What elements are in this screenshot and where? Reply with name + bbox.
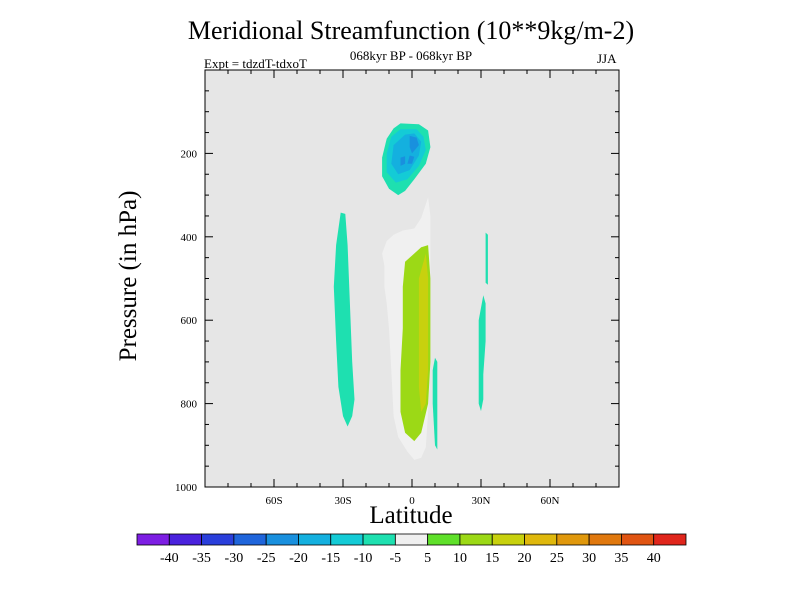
chart-subtitle: 068kyr BP - 068kyr BP bbox=[349, 48, 473, 63]
x-tick-label: 60S bbox=[265, 495, 282, 507]
colorbar-label: 10 bbox=[453, 551, 467, 566]
neg-cell-core-c bbox=[407, 155, 415, 164]
y-tick-label: 1000 bbox=[175, 482, 198, 494]
colorbar-label: -10 bbox=[354, 551, 373, 566]
colorbar-label: 40 bbox=[647, 551, 661, 566]
colorbar-swatch bbox=[427, 533, 461, 546]
colorbar-label: -40 bbox=[160, 551, 179, 566]
x-tick-label: 60N bbox=[541, 495, 560, 507]
y-tick-label: 600 bbox=[181, 315, 198, 327]
axis-ticks: 60S 30S 0 30N 60N 200 400 600 800 1000 bbox=[175, 70, 619, 507]
colorbar-swatch bbox=[298, 533, 332, 546]
colorbar-swatch bbox=[201, 533, 235, 546]
colorbar-swatch bbox=[330, 533, 364, 546]
colorbar-swatch bbox=[621, 533, 655, 546]
colorbar-label: -20 bbox=[289, 551, 308, 566]
colorbar-label: 5 bbox=[424, 551, 431, 566]
season-label: JJA bbox=[597, 51, 617, 66]
colorbar-label: -35 bbox=[192, 551, 211, 566]
colorbar-swatch bbox=[491, 533, 525, 546]
colorbar-swatch bbox=[588, 533, 622, 546]
x-tick-label: 30S bbox=[334, 495, 351, 507]
neg-band-north bbox=[478, 295, 486, 412]
colorbar-swatch bbox=[136, 533, 170, 546]
colorbar-label: 35 bbox=[614, 551, 628, 566]
colorbar-swatch bbox=[653, 533, 687, 546]
experiment-label: Expt = tdzdT-tdxoT bbox=[204, 56, 307, 71]
contour-fills bbox=[333, 123, 488, 460]
colorbar-swatch bbox=[556, 533, 590, 546]
neg-band-equator bbox=[432, 357, 438, 450]
colorbar-label: 15 bbox=[485, 551, 499, 566]
colorbar-swatch bbox=[362, 533, 396, 546]
neg-band-south bbox=[333, 212, 355, 427]
chart-title: Meridional Streamfunction (10**9kg/m-2) bbox=[187, 16, 635, 45]
neg-cell-core-b bbox=[400, 156, 406, 166]
colorbar-label: -15 bbox=[321, 551, 340, 566]
y-tick-label: 800 bbox=[181, 399, 198, 411]
colorbar-swatch bbox=[394, 533, 429, 546]
y-tick-label: 200 bbox=[181, 148, 198, 160]
colorbar-swatch bbox=[233, 533, 267, 546]
colorbar-label: 20 bbox=[518, 551, 532, 566]
x-tick-label: 0 bbox=[409, 495, 415, 507]
colorbar-label: 25 bbox=[550, 551, 564, 566]
colorbar-label: -30 bbox=[225, 551, 244, 566]
x-tick-label: 30N bbox=[472, 495, 491, 507]
colorbar: -40 -35 -30 -25 -20 -15 -10 -5 5 10 15 20 25 30 35 40 bbox=[136, 533, 687, 566]
colorbar-swatch bbox=[459, 533, 493, 546]
colorbar-swatch bbox=[168, 533, 202, 546]
pos-cell-inner bbox=[418, 253, 429, 412]
y-axis-title: Pressure (in hPa) bbox=[115, 190, 142, 362]
colorbar-label: -25 bbox=[257, 551, 276, 566]
colorbar-swatch bbox=[524, 533, 558, 546]
x-axis-title: Latitude bbox=[369, 502, 453, 529]
neg-cell-core-a bbox=[409, 135, 419, 154]
y-tick-label: 400 bbox=[181, 232, 198, 244]
neg-sliver-north bbox=[485, 232, 488, 285]
colorbar-swatch bbox=[265, 533, 299, 546]
colorbar-label: -5 bbox=[390, 551, 402, 566]
colorbar-label: 30 bbox=[582, 551, 596, 566]
